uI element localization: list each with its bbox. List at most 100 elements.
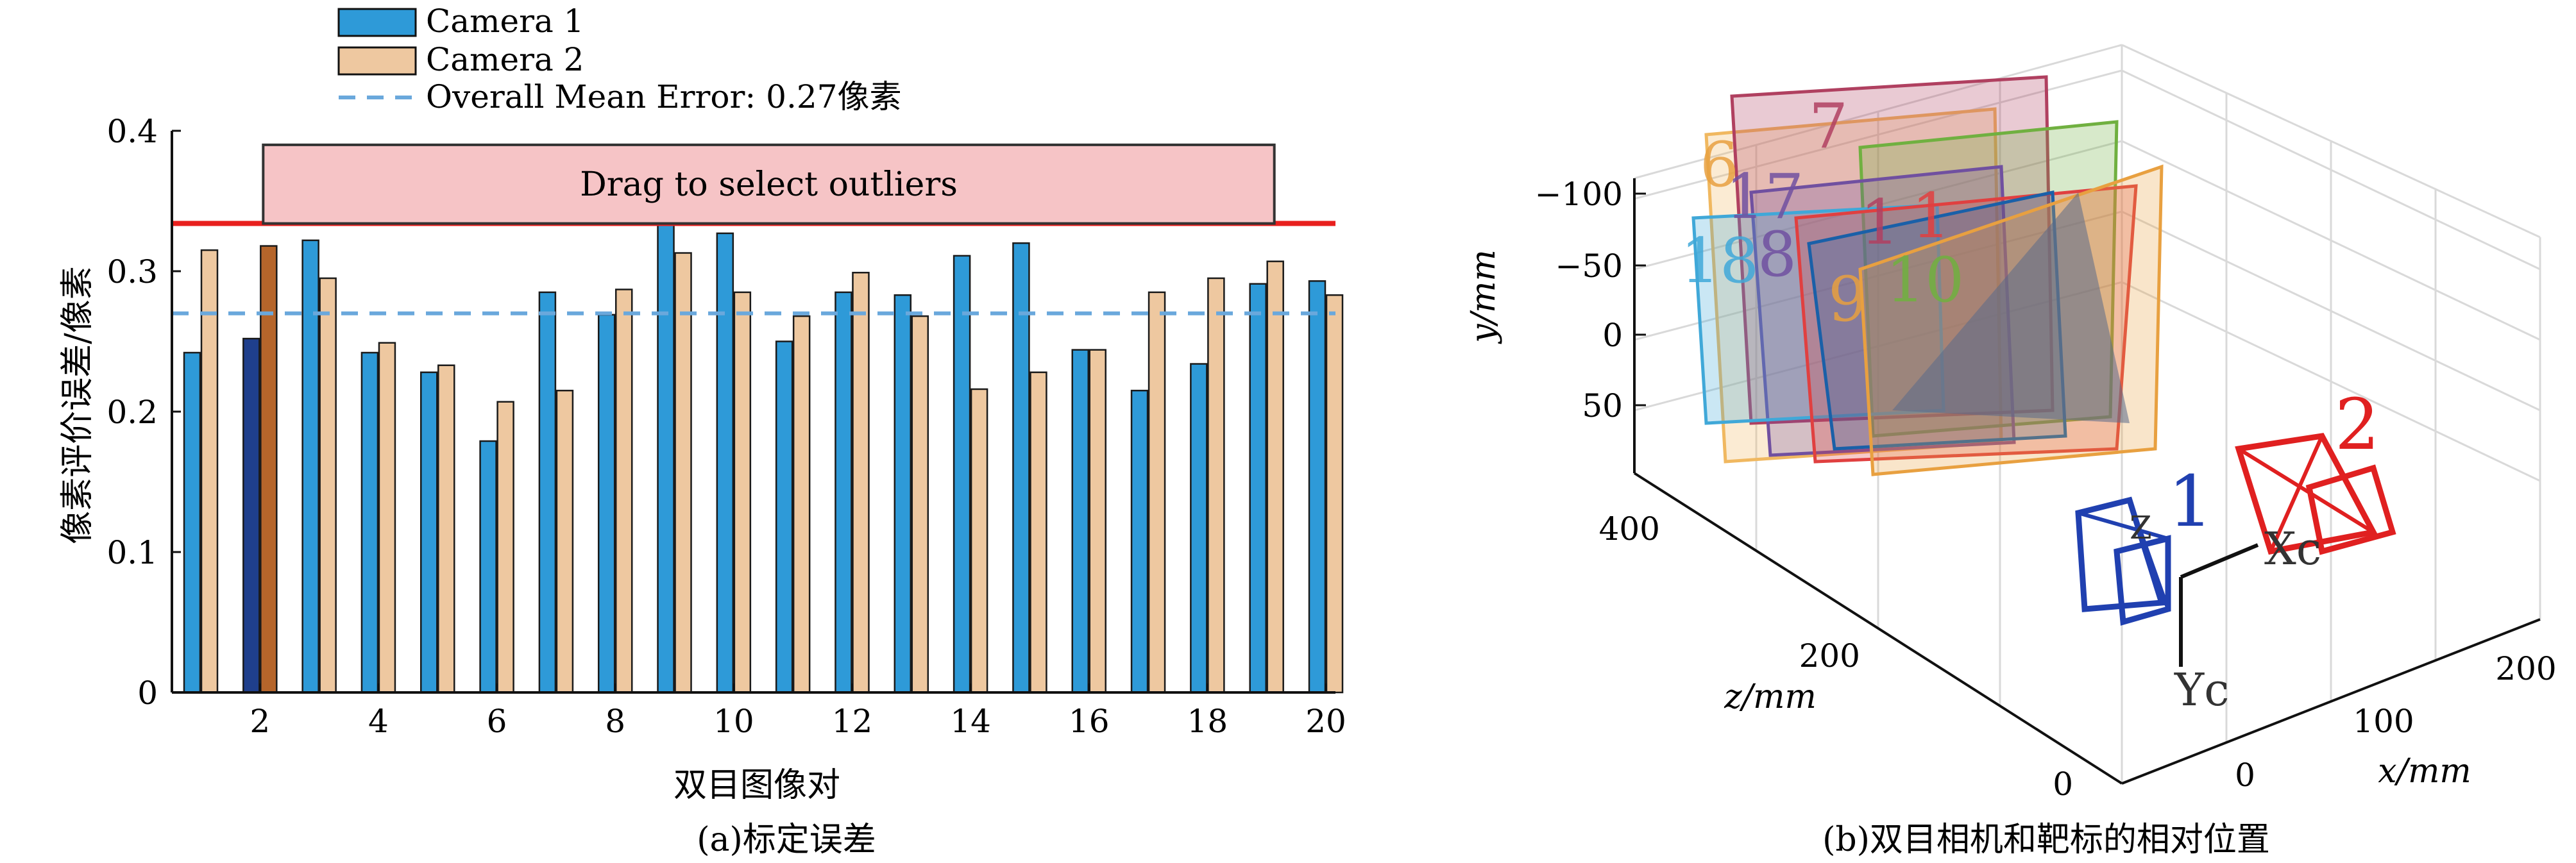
x-tick-label: 16 [1069,703,1110,740]
calibration-error-chart: 像素评价误差/像素 双目图像对 (a)标定误差 Camera 1 Camera … [58,3,1346,859]
camera-1-frustum [2075,496,2165,612]
target-index-label: 1 [1911,180,1951,252]
target-index-label: 17 [1725,161,1804,233]
outlier-select-label: Drag to select outliers [580,165,958,204]
target-index-label: 9 [1828,264,1867,335]
x-axis-label: 双目图像对 [674,766,840,805]
target-index-label: 6 [1700,129,1739,201]
bar-camera1-pair-7 [538,291,557,694]
bar-camera2-pair-3 [319,277,337,694]
bar-camera2-pair-5 [437,364,455,694]
axis-tick-labels: −100 −50 0 50 0 200 400 0 100 200 [1535,176,2557,803]
bar-camera2-pair-7 [555,389,574,694]
x-tick-label: 14 [950,703,991,740]
xc-axis-label: Xc [2264,523,2321,575]
target-index-label: 8 [1758,219,1797,290]
bar-camera2-pair-12 [852,271,870,694]
bar-camera1-pair-8 [597,314,616,694]
outlier-select-box[interactable] [262,143,1276,225]
y-tick-label-3d: 0 [1602,317,1623,354]
bar-camera1-pair-4 [360,351,379,694]
target-overlap [1892,192,2130,423]
z-tick-label-3d: 0 [2053,766,2073,803]
legend-label-mean: Overall Mean Error: 0.27像素 [426,78,901,115]
legend-label-camera-1: Camera 1 [426,3,584,40]
x-axis-3d [2121,618,2541,785]
bar-camera1-pair-14 [953,255,971,694]
camera-2-label: 2 [2335,383,2380,465]
target-index-label: 1 [1860,187,1899,258]
bar-camera1-pair-13 [894,294,912,694]
z-tick-label-3d: 400 [1599,510,1660,548]
bar-camera2-pair-6 [496,401,514,694]
x-tick-label: 4 [368,703,389,740]
yc-axis-label: Yc [2174,664,2229,716]
x-tick-label-3d: 200 [2495,650,2556,687]
grid-line [2121,281,2541,482]
x-tick-label: 20 [1305,703,1346,740]
bar-camera1-pair-17 [1130,389,1149,694]
bar-camera2-pair-10 [733,291,752,694]
y-tick-label: 0 [137,674,158,712]
z-axis-label-3d: z/mm [1724,678,1817,716]
cameras: 1 2 Xc Yc Z [2075,383,2396,716]
target-index-label: 7 [1809,90,1848,162]
bars [183,217,1344,694]
zc-axis-label: Z [2130,509,2152,546]
bar-camera1-pair-3 [301,239,319,694]
target-index-label: 10 [1886,244,1964,316]
bar-camera2-pair-9 [674,252,692,694]
x-tick-label: 2 [250,703,270,740]
y-tick-label: 0.3 [106,253,158,290]
camera-axes [2179,543,2259,667]
bar-camera2-pair-19 [1266,260,1284,694]
camera-1-edges [2078,499,2170,610]
camera-1-body [2114,535,2171,626]
grid-line [1634,140,2123,271]
bar-camera1-pair-9 [657,217,675,694]
bar-camera2-pair-17 [1148,291,1166,694]
bar-camera2-pair-15 [1030,371,1047,694]
y-tick-label: 0.1 [106,534,158,571]
y-tick-label: 0.4 [106,113,158,150]
x-tick-label-3d: 0 [2235,757,2255,794]
bar-camera1-pair-15 [1012,242,1030,694]
bar-camera2-pair-1 [200,249,219,694]
grid-line [2121,210,2541,412]
legend: Camera 1 Camera 2 Overall Mean Error: 0.… [337,3,901,115]
bar-camera1-pair-10 [716,232,734,694]
bar-camera2-pair-11 [792,315,811,694]
bar-camera2-pair-13 [911,315,929,694]
x-tick-label: 8 [605,703,625,740]
legend-swatch-camera-1 [337,8,417,37]
bar-camera1-pair-2 [242,337,260,694]
legend-swatch-camera-2 [337,46,417,76]
grid-line [2121,69,2541,271]
grid-line [2121,140,2541,341]
target-index-label: 18 [1681,225,1759,297]
legend-label-camera-2: Camera 2 [426,41,584,78]
bar-camera2-pair-20 [1325,294,1344,694]
bar-camera2-pair-14 [970,388,988,694]
bar-camera2-pair-8 [614,289,633,694]
x-tick-label: 12 [832,703,873,740]
bar-camera1-pair-11 [775,340,793,694]
outlier-selector[interactable]: Drag to select outliers [262,143,1276,225]
bar-camera2-pair-18 [1207,277,1225,694]
bar-camera1-pair-12 [835,291,852,694]
bar-camera2-pair-16 [1089,349,1106,694]
camera-1-label: 1 [2168,460,2213,542]
axes: 0 0.1 0.2 0.3 0.4 2 4 6 8 10 12 14 16 18 20 [106,113,1346,740]
panel-b-caption: (b)双目相机和靶标的相对位置 [1822,821,2270,859]
panel-a-caption: (a)标定误差 [697,821,876,859]
y-tick-label-3d: −100 [1535,176,1623,213]
x-tick-label-3d: 100 [2353,703,2414,740]
grid-line [1634,69,2123,200]
bar-camera1-pair-5 [420,371,438,694]
y-tick-label-3d: 50 [1582,387,1623,424]
x-tick-label: 10 [713,703,754,740]
y-tick-label: 0.2 [106,394,158,431]
